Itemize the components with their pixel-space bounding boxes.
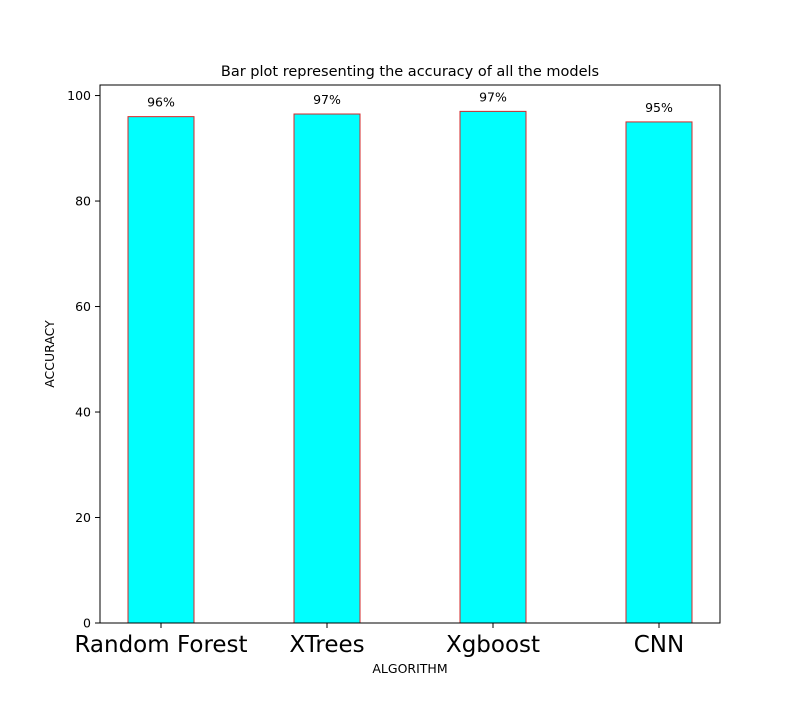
data-label: 97% xyxy=(313,92,341,107)
y-axis-label: ACCURACY xyxy=(42,320,57,388)
data-label: 95% xyxy=(645,100,673,115)
data-label: 96% xyxy=(147,95,175,110)
y-tick-label: 60 xyxy=(75,299,91,314)
y-tick-label: 20 xyxy=(75,510,91,525)
bar[interactable] xyxy=(127,116,195,624)
chart-title: Bar plot representing the accuracy of al… xyxy=(221,64,599,80)
data-label: 97% xyxy=(479,89,507,104)
x-tick-label: XTrees xyxy=(289,632,364,658)
x-tick-label: Random Forest xyxy=(74,632,247,658)
x-tick-label: CNN xyxy=(634,632,684,658)
bar[interactable] xyxy=(459,110,527,624)
axes-frame xyxy=(99,84,721,624)
plot-area: 0 20 40 60 80 100 Random Forest 96% XTrees 97% Xgb… xyxy=(67,84,721,658)
bar[interactable] xyxy=(293,113,361,624)
bar[interactable] xyxy=(625,121,693,624)
x-tick-label: Xgboost xyxy=(446,632,540,658)
x-axis-label: ALGORITHM xyxy=(372,661,447,676)
y-tick-label: 80 xyxy=(75,194,91,209)
y-tick-label: 100 xyxy=(67,88,91,103)
y-tick-label: 0 xyxy=(83,616,91,631)
y-tick-label: 40 xyxy=(75,405,91,420)
